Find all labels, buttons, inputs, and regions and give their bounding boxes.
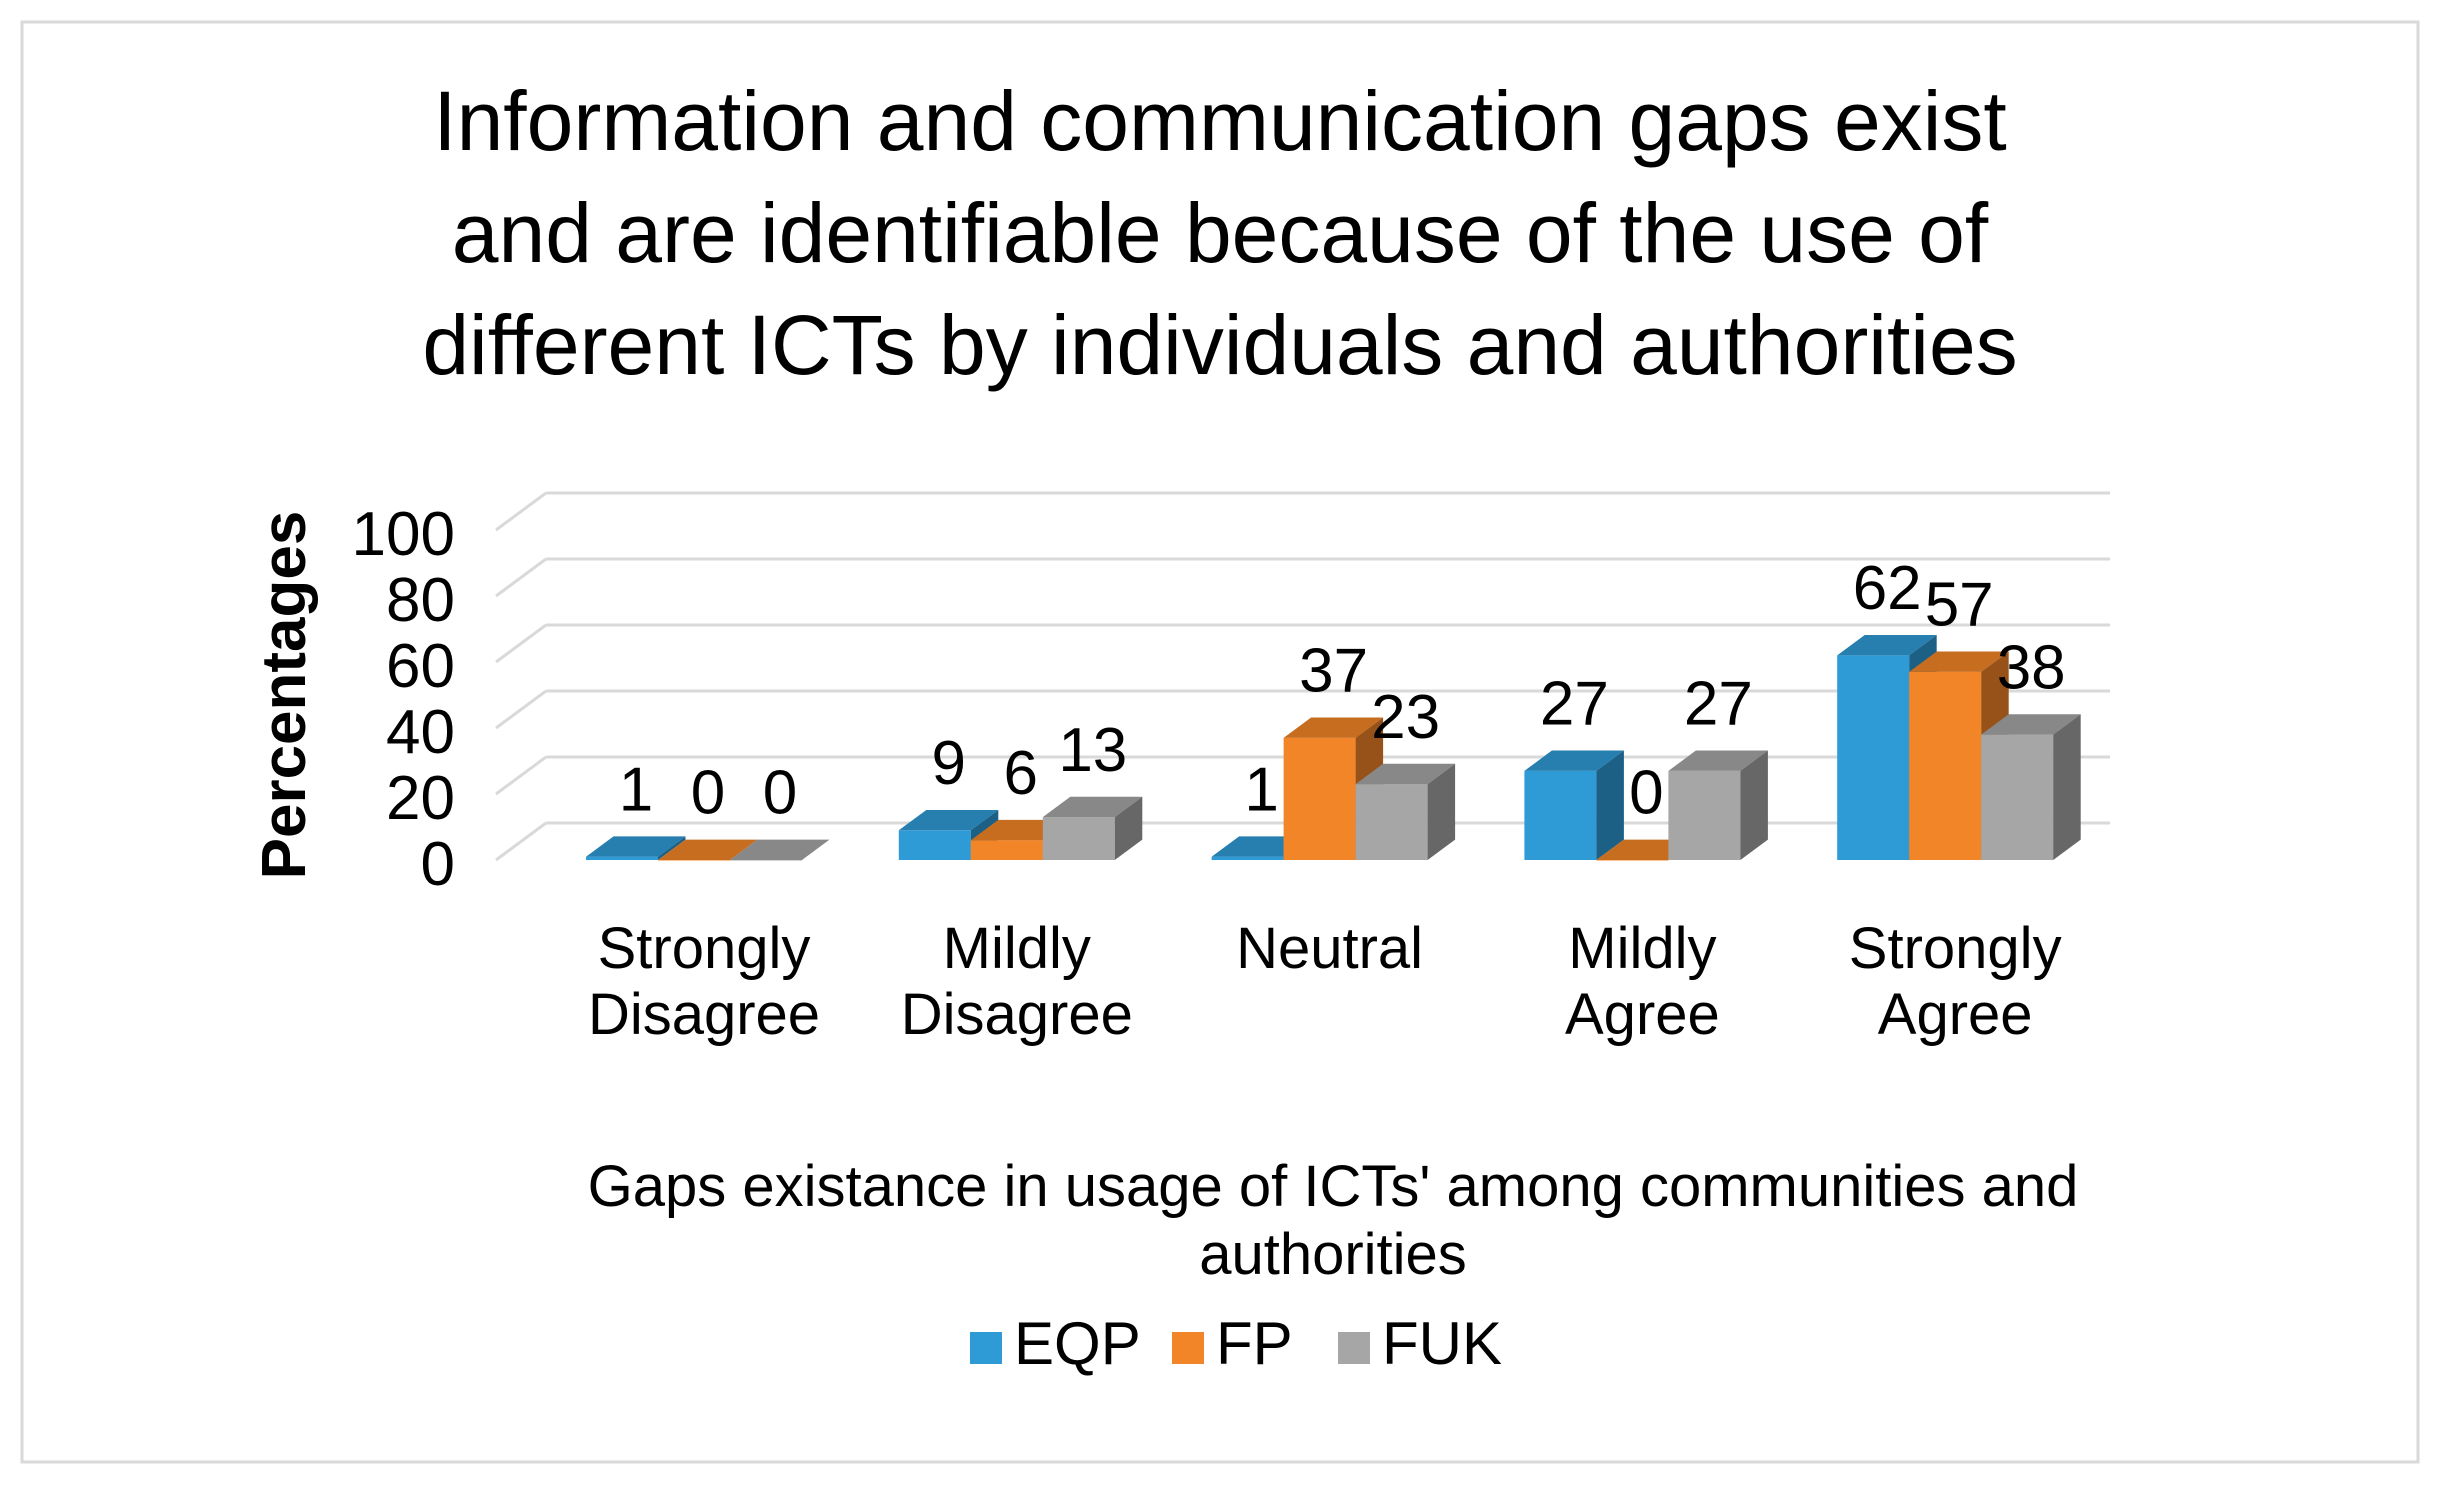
x-tick-label-1-line-2: Disagree (901, 982, 1133, 1047)
data-label-fuk-2: 23 (1371, 683, 1440, 752)
bar-top-eqp-0 (586, 836, 686, 857)
bar-side-fuk-1 (1114, 796, 1143, 860)
legend-swatch-eqp (970, 1332, 1002, 1364)
data-label-eqp-1: 9 (932, 729, 966, 798)
data-label-eqp-3: 27 (1540, 670, 1609, 739)
y-tick-label-20: 20 (386, 764, 455, 833)
bar-fp-0[interactable] (658, 860, 730, 861)
bar-fp-2[interactable] (1283, 737, 1356, 860)
y-tick-label-0: 0 (421, 830, 455, 899)
bar-side-fuk-3 (1740, 750, 1768, 860)
bar-top-eqp-1 (898, 809, 999, 831)
y-tick-label-80: 80 (386, 566, 455, 635)
data-label-fp-3: 0 (1629, 759, 1663, 828)
y-axis-label: Percentages (250, 511, 319, 880)
data-label-eqp-2: 1 (1244, 755, 1278, 824)
bar-top-fuk-2 (1355, 763, 1456, 785)
x-tick-label-4-line-2: Agree (1878, 982, 2033, 1047)
x-tick-label-1-line-1: Mildly (943, 916, 1091, 981)
bar-top-fuk-1 (1042, 796, 1143, 818)
x-tick-label-4-line-1: Strongly (1849, 916, 2062, 981)
bar-side-eqp-0 (658, 836, 686, 860)
bar-top-fuk-3 (1668, 750, 1768, 771)
x-tick-label-0-line-2: Disagree (588, 982, 820, 1047)
gridline-diag-100 (495, 491, 547, 532)
bar-fuk-0[interactable] (730, 860, 802, 861)
bar-fuk-4[interactable] (1981, 734, 2054, 860)
data-label-fuk-0: 0 (763, 759, 797, 828)
bar-side-fuk-2 (1427, 763, 1456, 860)
gridline-diag-40 (495, 689, 547, 730)
x-tick-label-0-line-1: Strongly (598, 916, 811, 981)
bar-eqp-0[interactable] (586, 856, 658, 860)
bar-top-fp-4 (1909, 651, 2009, 672)
bar-fp-3[interactable] (1596, 860, 1669, 861)
legend-swatch-fuk (1338, 1332, 1370, 1364)
y-tick-label-40: 40 (386, 698, 455, 767)
bar-eqp-2[interactable] (1211, 856, 1284, 860)
bar-eqp-1[interactable] (898, 830, 971, 860)
x-tick-label-2-line-1: Neutral (1236, 916, 1423, 981)
bar-top-fuk-0 (730, 839, 830, 860)
x-tick-label-3-line-1: Mildly (1568, 916, 1716, 981)
bar-eqp-3[interactable] (1524, 770, 1597, 860)
x-tick-label-3-line-2: Agree (1565, 982, 1720, 1047)
bar-fp-1[interactable] (970, 840, 1043, 860)
bar-fuk-1[interactable] (1042, 817, 1115, 860)
y-tick-label-60: 60 (386, 632, 455, 701)
data-label-fuk-1: 13 (1058, 716, 1127, 785)
bar-top-fuk-4 (1981, 714, 2081, 735)
gridline-diag-20 (495, 755, 547, 796)
bar-top-eqp-4 (1837, 635, 1937, 656)
y-tick-label-100: 100 (352, 500, 455, 569)
gridline-diag-80 (495, 557, 547, 598)
data-label-fp-4: 57 (1925, 571, 1994, 640)
bar-top-fp-2 (1283, 717, 1384, 738)
legend-label-eqp: EQP (1014, 1310, 1141, 1377)
data-label-fp-1: 6 (1004, 739, 1038, 808)
bar-fuk-3[interactable] (1668, 770, 1741, 860)
legend-label-fp: FP (1216, 1310, 1293, 1377)
chart-title-line-2: and are identifiable because of the use … (452, 186, 1989, 280)
bar-fuk-2[interactable] (1355, 784, 1428, 860)
x-axis-label-line-2: authorities (1199, 1222, 1467, 1287)
bar-side-eqp-3 (1596, 750, 1624, 860)
x-axis-label-line-1: Gaps existance in usage of ICTs' among c… (588, 1154, 2079, 1219)
data-label-fp-2: 37 (1299, 637, 1368, 706)
data-label-eqp-4: 62 (1853, 554, 1922, 623)
legend-label-fuk: FUK (1382, 1310, 1502, 1377)
bar-side-fuk-4 (2053, 714, 2081, 860)
gridline-diag-0 (495, 821, 547, 862)
bar-fp-4[interactable] (1909, 671, 1982, 860)
bar-top-eqp-3 (1524, 750, 1624, 771)
chart-title-line-3: different ICTs by individuals and author… (422, 298, 2017, 392)
data-label-fuk-4: 38 (1997, 633, 2066, 702)
data-label-fuk-3: 27 (1684, 670, 1753, 739)
data-label-fp-0: 0 (691, 759, 725, 828)
bar-eqp-4[interactable] (1837, 655, 1910, 860)
gridline-diag-60 (495, 623, 547, 664)
data-label-eqp-0: 1 (619, 755, 653, 824)
bar-top-fp-0 (658, 839, 758, 860)
legend-swatch-fp (1172, 1332, 1204, 1364)
chart-title-line-1: Information and communication gaps exist (433, 74, 2006, 168)
